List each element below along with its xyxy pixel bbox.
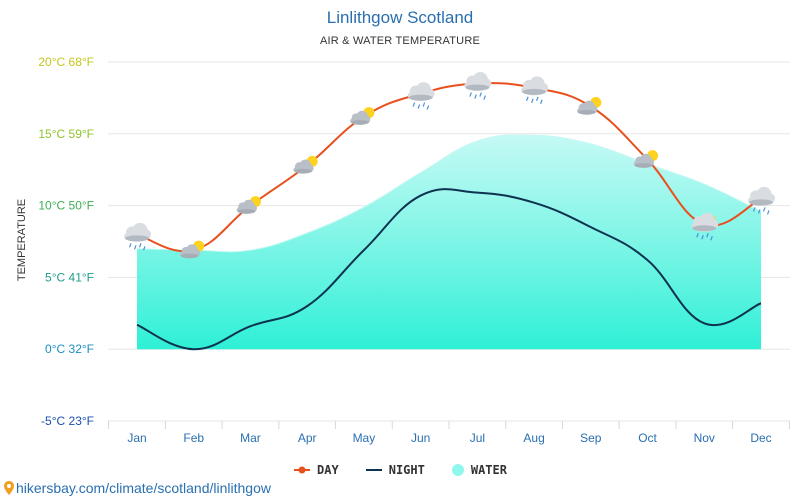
day-line [136,82,762,253]
cloud-rain-icon [464,72,492,100]
x-tick-label: Nov [694,431,715,445]
y-tick-label: 5°C 41°F [45,270,94,284]
water-series [136,134,762,350]
chart-title: Linlithgow Scotland [326,8,474,27]
y-axis-label: TEMPERATURE [16,199,28,281]
x-tick-label: Oct [638,431,657,445]
x-tick-label: May [353,431,376,445]
partly-sunny-icon [350,107,375,125]
temperature-chart: 20°C 68°F 15°C 59°F 10°C 50°F 5°C 41°F 0°C 3… [16,55,790,445]
y-tick-label: 0°C 32°F [45,342,94,356]
x-tick-label: Jun [411,431,430,445]
legend-label: NIGHT [388,463,425,477]
cloud-rain-icon [748,186,775,215]
legend-day-marker [294,466,311,474]
cloud-rain-icon [407,82,435,110]
x-tick-label: Apr [298,431,317,445]
partly-sunny-icon [179,240,205,259]
y-tick-label: 20°C 68°F [38,55,94,69]
legend: DAY NIGHT WATER [0,463,800,477]
chart-subtitle: AIR & WATER TEMPERATURE [319,35,481,47]
partly-sunny-icon [236,196,261,214]
x-tick-label: Aug [523,431,544,445]
legend-label: DAY [317,463,339,477]
x-axis-ticks: Jan Feb Mar Apr May Jun Jul Aug Sep Oct Nov Dec [127,431,771,445]
partly-sunny-icon [293,155,318,174]
y-axis-ticks: 20°C 68°F 15°C 59°F 10°C 50°F 5°C 41°F 0°C 3… [38,55,94,428]
legend-label: WATER [470,463,507,477]
water-area [137,134,761,350]
cloud-rain-icon [521,76,549,105]
x-tick-label: Sep [580,431,602,445]
legend-item-night[interactable]: NIGHT [365,463,425,477]
map-pin-icon [4,481,14,495]
partly-sunny-icon [633,150,659,169]
cloud-rain-icon [124,222,151,251]
weather-icons [124,72,775,259]
y-tick-label: 15°C 59°F [38,127,94,141]
x-tick-label: Jan [127,431,146,445]
x-tick-label: Jul [470,431,485,445]
legend-night-marker [365,469,382,471]
partly-sunny-icon [577,97,602,115]
legend-water-marker [451,464,464,476]
night-series [136,188,762,351]
source-url: hikersbay.com/climate/scotland/linlithgo… [16,480,271,496]
x-tick-label: Mar [240,431,261,445]
y-tick-label: -5°C 23°F [41,414,94,428]
source-link[interactable]: hikersbay.com/climate/scotland/linlithgo… [4,480,271,496]
legend-item-day[interactable]: DAY [293,463,339,477]
legend-item-water[interactable]: WATER [451,463,507,477]
y-tick-label: 10°C 50°F [38,199,94,213]
sun-rain-icon [691,212,719,241]
x-tick-label: Feb [183,431,204,445]
night-line [136,188,762,351]
x-tick-label: Dec [750,431,771,445]
